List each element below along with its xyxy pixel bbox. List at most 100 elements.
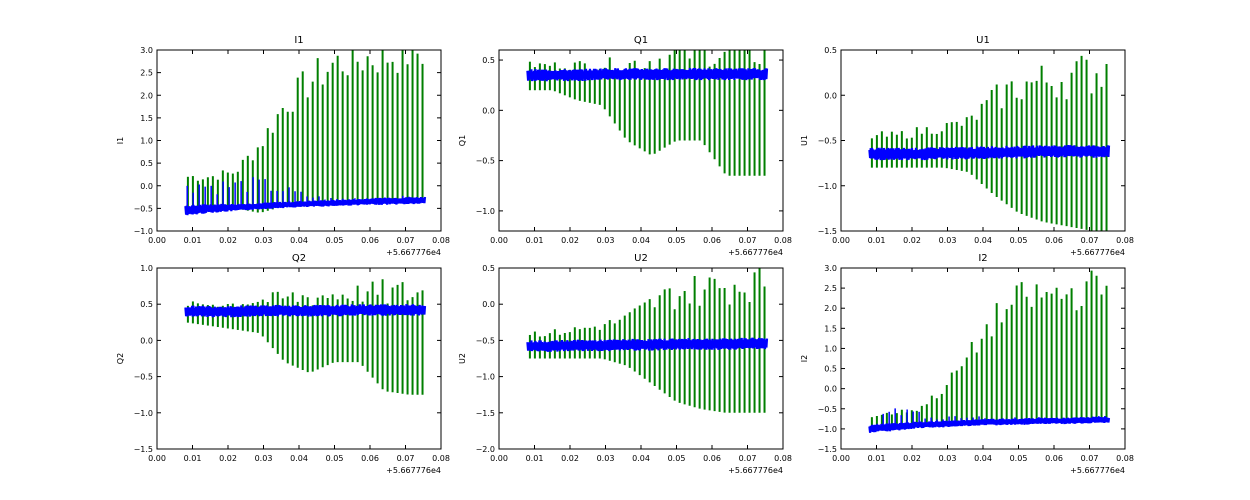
x-tick-label: 0.08 (774, 454, 792, 463)
x-tick-label: 0.02 (219, 454, 237, 463)
y-tick-label: 0.5 (140, 300, 153, 309)
y-tick-label: 0.0 (140, 336, 153, 345)
x-offset-label: +5.667776e4 (386, 466, 441, 475)
x-tick-label: 0.08 (1116, 236, 1134, 245)
y-tick-label: −1.5 (818, 227, 837, 236)
series-blue-line (184, 196, 427, 216)
x-tick-label: 0.07 (739, 236, 757, 245)
y-tick-label: 0.0 (140, 182, 153, 191)
y-tick-label: −0.5 (134, 373, 153, 382)
y-tick-label: −0.5 (818, 405, 837, 414)
x-tick-label: 0.04 (974, 236, 992, 245)
y-tick-label: 0.0 (824, 385, 837, 394)
y-tick-label: 0.0 (482, 106, 495, 115)
y-tick-label: 1.0 (140, 137, 153, 146)
x-offset-label: +5.667776e4 (728, 466, 783, 475)
x-tick-label: 0.07 (739, 454, 757, 463)
x-tick-label: 0.03 (939, 236, 957, 245)
y-tick-label: −1.5 (476, 409, 495, 418)
series-blue-line (868, 416, 1111, 433)
y-tick-label: 0.5 (824, 46, 837, 55)
x-tick-label: 0.02 (903, 236, 921, 245)
x-tick-label: 0.03 (939, 454, 957, 463)
plot-area (184, 279, 427, 395)
y-tick-label: −1.5 (818, 445, 837, 454)
x-tick-label: 0.01 (868, 236, 886, 245)
x-tick-label: 0.04 (632, 454, 650, 463)
x-tick-label: 0.07 (1081, 454, 1099, 463)
y-tick-label: 0.5 (824, 365, 837, 374)
x-tick-label: 0.07 (397, 454, 415, 463)
chart-panel-i2: 0.00 0.01 0.02 0.03 0.04 0.05 0.06 0.07 0.08 −1.5… (800, 253, 1134, 475)
y-tick-label: −2.0 (476, 445, 495, 454)
y-tick-label: 1.0 (824, 344, 837, 353)
x-tick-label: 0.03 (255, 454, 273, 463)
x-offset-label: +5.667776e4 (728, 248, 783, 257)
x-tick-label: 0.03 (597, 236, 615, 245)
y-axis-label: Q2 (116, 353, 125, 364)
y-tick-label: −0.5 (134, 204, 153, 213)
y-tick-label: −1.0 (476, 207, 495, 216)
y-tick-label: −1.0 (818, 425, 837, 434)
chart-title: I1 (294, 35, 303, 46)
x-tick-label: 0.02 (561, 236, 579, 245)
y-tick-label: −1.0 (134, 409, 153, 418)
y-tick-label: 0.5 (482, 56, 495, 65)
x-tick-label: 0.04 (290, 236, 308, 245)
x-tick-label: 0.01 (526, 236, 544, 245)
x-tick-label: 0.00 (832, 454, 850, 463)
x-tick-label: 0.03 (255, 236, 273, 245)
x-tick-label: 0.05 (668, 236, 686, 245)
x-tick-label: 0.08 (1116, 454, 1134, 463)
series-blue-line (868, 145, 1111, 161)
chart-panel-u1: 0.00 0.01 0.02 0.03 0.04 0.05 0.06 0.07 0.08 −1.5… (800, 35, 1134, 257)
x-tick-label: 0.01 (184, 454, 202, 463)
y-tick-label: 0.5 (482, 264, 495, 273)
chart-title: Q1 (634, 35, 648, 46)
x-tick-label: 0.05 (668, 454, 686, 463)
x-tick-label: 0.07 (397, 236, 415, 245)
plot-area (868, 270, 1111, 433)
plot-area (526, 268, 769, 413)
plot-area (526, 50, 769, 176)
x-tick-label: 0.00 (148, 236, 166, 245)
chart-title: I2 (978, 253, 987, 264)
x-offset-label: +5.667776e4 (386, 248, 441, 257)
x-tick-label: 0.01 (184, 236, 202, 245)
y-tick-label: 0.0 (824, 91, 837, 100)
y-axis-label: I1 (116, 137, 125, 144)
y-tick-label: 2.0 (140, 91, 153, 100)
y-tick-label: −1.0 (476, 373, 495, 382)
chart-panel-i1: 0.00 0.01 0.02 0.03 0.04 0.05 0.06 0.07 0.08 −1.0… (116, 35, 450, 257)
y-tick-label: 2.0 (824, 304, 837, 313)
y-tick-label: 1.5 (140, 114, 153, 123)
x-tick-label: 0.06 (361, 236, 379, 245)
x-tick-label: 0.06 (703, 236, 721, 245)
y-tick-label: −1.5 (134, 445, 153, 454)
y-axis-label: U1 (800, 135, 809, 146)
y-axis-label: U2 (458, 353, 467, 364)
x-tick-label: 0.02 (903, 454, 921, 463)
x-tick-label: 0.00 (490, 236, 508, 245)
y-tick-label: 1.5 (824, 324, 837, 333)
x-tick-label: 0.04 (974, 454, 992, 463)
y-tick-label: 3.0 (824, 264, 837, 273)
x-tick-label: 0.02 (219, 236, 237, 245)
plot-area (868, 55, 1111, 231)
x-tick-label: 0.04 (632, 236, 650, 245)
chart-title: U1 (976, 35, 990, 46)
chart-panel-u2: 0.00 0.01 0.02 0.03 0.04 0.05 0.06 0.07 0.08 −2.0… (458, 253, 792, 475)
x-tick-label: 0.05 (326, 236, 344, 245)
y-axis-label: Q1 (458, 135, 467, 146)
plot-area (184, 50, 427, 216)
chart-title: U2 (634, 253, 648, 264)
x-tick-label: 0.06 (1045, 454, 1063, 463)
x-tick-label: 0.05 (326, 454, 344, 463)
chart-panel-q2: 0.00 0.01 0.02 0.03 0.04 0.05 0.06 0.07 0.08 −1.5… (116, 253, 450, 475)
y-tick-label: 0.0 (482, 300, 495, 309)
chart-panel-q1: 0.00 0.01 0.02 0.03 0.04 0.05 0.06 0.07 0.08 −1.0… (458, 35, 792, 257)
x-tick-label: 0.00 (148, 454, 166, 463)
y-tick-label: −0.5 (476, 336, 495, 345)
x-tick-label: 0.03 (597, 454, 615, 463)
